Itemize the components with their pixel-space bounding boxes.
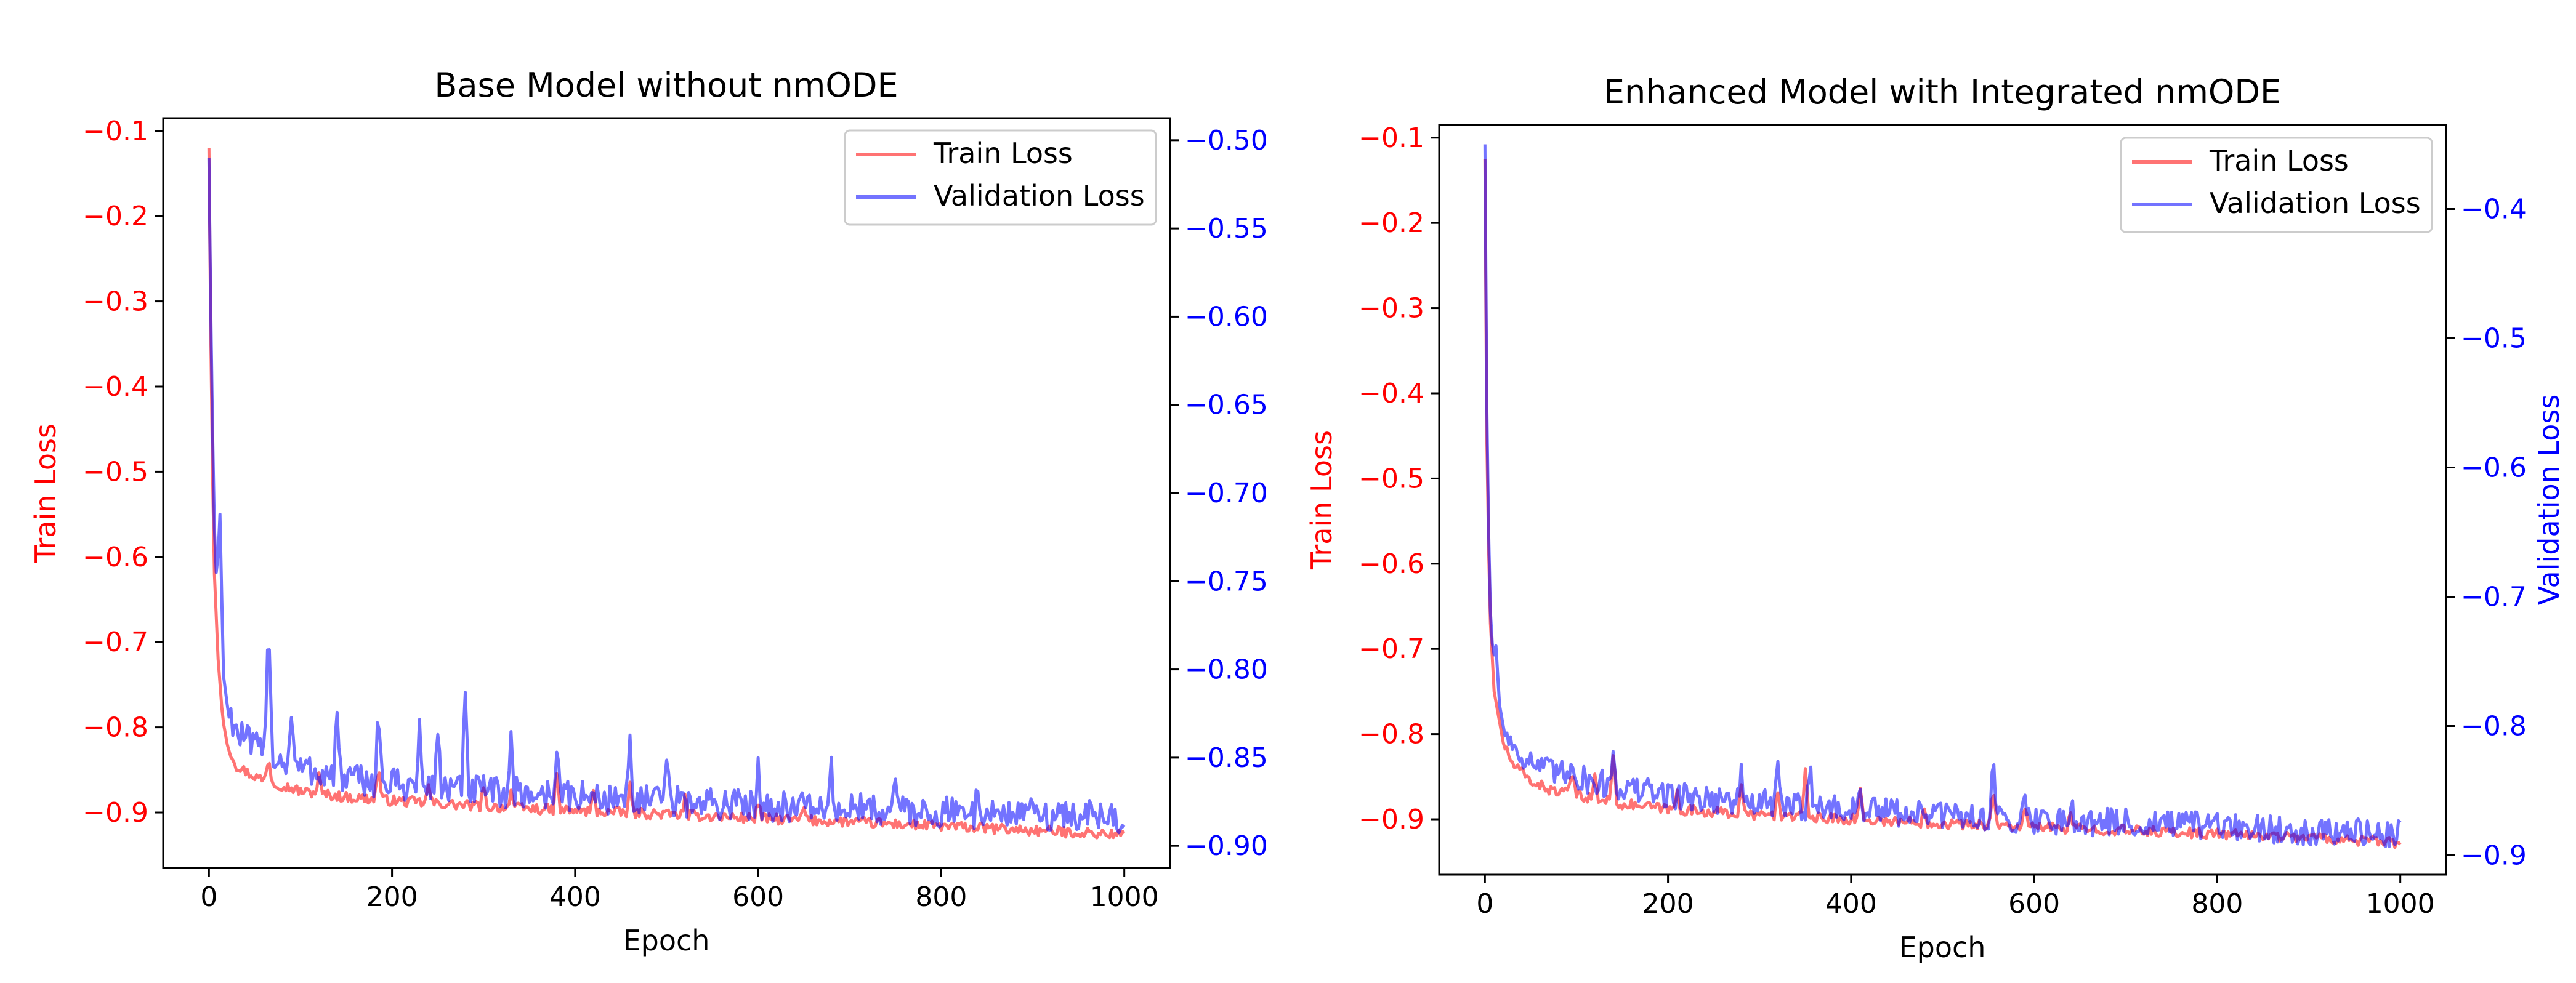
y-tick-label-right: −0.65 bbox=[1185, 390, 1268, 421]
legend-validation-label: Validation Loss bbox=[934, 179, 1145, 212]
y-axis-label-left: Train Loss bbox=[1305, 430, 1338, 570]
y-tick-label-left: −0.3 bbox=[83, 286, 148, 318]
legend: Train Loss Validation Loss bbox=[2120, 137, 2433, 233]
y-tick-label-right: −0.9 bbox=[2461, 840, 2527, 872]
y-tick-label-right: −0.70 bbox=[1185, 478, 1268, 509]
y-tick-label-right: −0.5 bbox=[2461, 323, 2527, 355]
legend-validation-label: Validation Loss bbox=[2210, 187, 2421, 220]
y-tick-label-right: −0.7 bbox=[2461, 582, 2527, 613]
y-tick-label-left: −0.1 bbox=[1359, 122, 1424, 154]
y-tick-label-left: −0.2 bbox=[83, 201, 148, 232]
y-tick-label-left: −0.9 bbox=[83, 797, 148, 829]
y-tick-label-left: −0.7 bbox=[1359, 633, 1424, 665]
x-tick-label: 0 bbox=[1476, 888, 1493, 920]
x-tick-label: 400 bbox=[1825, 888, 1877, 920]
series-line-train-loss bbox=[207, 148, 1126, 840]
x-tick-label: 0 bbox=[200, 881, 217, 913]
y-tick-label-left: −0.7 bbox=[83, 627, 148, 658]
y-tick-label-right: −0.80 bbox=[1185, 654, 1268, 686]
x-tick-label: 600 bbox=[2008, 888, 2060, 920]
chart-enhanced-model: 0 200 400 600 800 1000 −0.1 −0.2 −0.3 −0.4 −0.5 −0.… bbox=[1305, 73, 2566, 964]
y-tick-label-left: −0.6 bbox=[83, 542, 148, 573]
y-tick-label-right: −0.4 bbox=[2461, 194, 2527, 225]
y-tick-label-left: −0.1 bbox=[83, 116, 148, 147]
series-line-validation-loss bbox=[207, 158, 1126, 835]
x-tick-label: 600 bbox=[732, 881, 784, 913]
legend: Train Loss Validation Loss bbox=[844, 129, 1157, 226]
y-tick-label-left: −0.5 bbox=[83, 456, 148, 487]
plot-area bbox=[163, 118, 1170, 868]
y-tick-label-left: −0.4 bbox=[83, 371, 148, 403]
axes-frame bbox=[1438, 124, 2447, 876]
x-tick-label: 200 bbox=[366, 881, 418, 913]
y-tick-label-right: −0.60 bbox=[1185, 301, 1268, 332]
plot-area bbox=[1439, 125, 2446, 875]
y-tick-label-right: −0.90 bbox=[1185, 830, 1268, 862]
y-tick-label-left: −0.5 bbox=[1359, 463, 1424, 494]
x-tick-label: 1000 bbox=[1090, 881, 1159, 913]
y-tick-label-left: −0.2 bbox=[1359, 207, 1424, 239]
x-tick-label: 400 bbox=[549, 881, 601, 913]
x-axis-label: Epoch bbox=[623, 924, 710, 957]
legend-box bbox=[844, 129, 1157, 226]
y-tick-label-left: −0.6 bbox=[1359, 548, 1424, 580]
y-tick-label-right: −0.85 bbox=[1185, 742, 1268, 774]
x-tick-label: 800 bbox=[915, 881, 967, 913]
y-tick-label-right: −0.75 bbox=[1185, 566, 1268, 597]
y-tick-label-right: −0.55 bbox=[1185, 213, 1268, 244]
y-axis-label-left: Train Loss bbox=[29, 423, 62, 563]
x-tick-label: 1000 bbox=[2366, 888, 2435, 920]
x-tick-label: 200 bbox=[1642, 888, 1694, 920]
y-tick-label-right: −0.6 bbox=[2461, 452, 2527, 484]
chart-title: Enhanced Model with Integrated nmODE bbox=[1604, 73, 2281, 111]
x-tick-label: 800 bbox=[2191, 888, 2243, 920]
series-line-validation-loss bbox=[1483, 144, 2402, 848]
legend-box bbox=[2120, 137, 2433, 233]
y-tick-label-left: −0.4 bbox=[1359, 378, 1424, 409]
y-tick-label-right: −0.8 bbox=[2461, 711, 2527, 742]
legend-train-label: Train Loss bbox=[933, 137, 1073, 170]
chart-base-model: 0 200 400 600 800 1000 −0.1 −0.2 −0.3 −0.4 −0.5 −0.… bbox=[29, 66, 1268, 957]
y-axis-label-right: Validation Loss bbox=[2532, 395, 2566, 606]
y-tick-label-left: −0.9 bbox=[1359, 804, 1424, 835]
chart-title: Base Model without nmODE bbox=[434, 66, 898, 105]
y-tick-label-left: −0.8 bbox=[1359, 719, 1424, 750]
y-tick-label-right: −0.50 bbox=[1185, 125, 1268, 156]
y-tick-label-left: −0.3 bbox=[1359, 293, 1424, 324]
legend-train-label: Train Loss bbox=[2209, 144, 2349, 177]
y-tick-label-left: −0.8 bbox=[83, 712, 148, 744]
x-axis-label: Epoch bbox=[1899, 931, 1986, 964]
